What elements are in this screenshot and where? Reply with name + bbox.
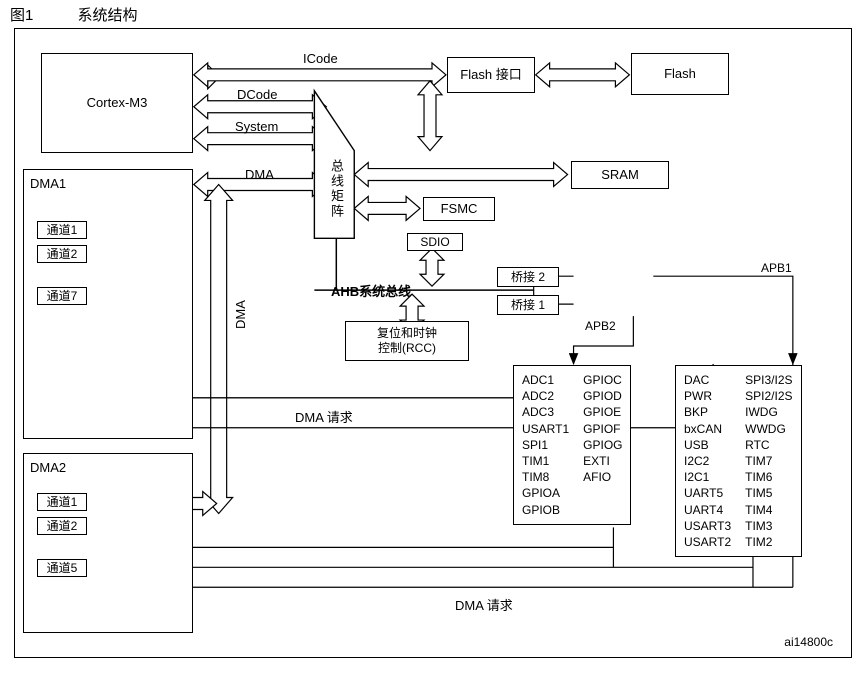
dma1-ch1: 通道1	[37, 221, 87, 239]
apb1-col2: SPI3/I2S SPI2/I2S IWDG WWDG RTC TIM7 TIM…	[745, 372, 792, 550]
label-apb2: APB2	[585, 319, 616, 333]
label-dmareq2: DMA 请求	[455, 595, 513, 614]
dma2-ch5: 通道5	[37, 559, 87, 577]
block-sdio: SDIO	[407, 233, 463, 251]
label-dmareq1: DMA 请求	[295, 407, 353, 426]
apb2-col2: GPIOC GPIOD GPIOE GPIOF GPIOG EXTI AFIO	[583, 372, 622, 518]
block-bridge2: 桥接 2	[497, 267, 559, 287]
label-dma-h: DMA	[245, 167, 274, 182]
apb2-col1: ADC1 ADC2 ADC3 USART1 SPI1 TIM1 TIM8 GPI…	[522, 372, 569, 518]
apb2-peripherals: ADC1 ADC2 ADC3 USART1 SPI1 TIM1 TIM8 GPI…	[513, 365, 631, 525]
label-apb1: APB1	[761, 261, 792, 275]
label-icode: ICode	[303, 51, 338, 66]
label-ahb: AHB系统总线	[331, 281, 411, 300]
dma2-ch2: 通道2	[37, 517, 87, 535]
dma2-label: DMA2	[30, 460, 66, 476]
apb1-peripherals: DAC PWR BKP bxCAN USB I2C2 I2C1 UART5 UA…	[675, 365, 802, 557]
diagram-frame: Cortex-M3 DMA1 通道1 通道2 通道7 DMA2 通道1 通道2 …	[14, 28, 852, 658]
label-system: System	[235, 119, 278, 134]
cortex-label: Cortex-M3	[87, 95, 148, 111]
block-sram: SRAM	[571, 161, 669, 189]
block-fsmc: FSMC	[423, 197, 495, 221]
block-flash: Flash	[631, 53, 729, 95]
figure-number: 图1	[10, 7, 33, 24]
figure-code: ai14800c	[784, 635, 833, 649]
block-cortex-m3: Cortex-M3	[41, 53, 193, 153]
label-dma-v: DMA	[233, 300, 248, 329]
figure-title: 系统结构	[78, 7, 138, 24]
dma1-ch7: 通道7	[37, 287, 87, 305]
apb1-col1: DAC PWR BKP bxCAN USB I2C2 I2C1 UART5 UA…	[684, 372, 731, 550]
dma1-ch2: 通道2	[37, 245, 87, 263]
figure-caption: 图1 系统结构	[10, 4, 138, 25]
block-dma2: DMA2	[23, 453, 193, 633]
block-flash-if: Flash 接口	[447, 57, 535, 93]
label-dcode: DCode	[237, 87, 277, 102]
dma1-label: DMA1	[30, 176, 66, 192]
block-rcc: 复位和时钟 控制(RCC)	[345, 321, 469, 361]
block-bridge1: 桥接 1	[497, 295, 559, 315]
dma2-ch1: 通道1	[37, 493, 87, 511]
busmatrix-label: 总线矩阵	[327, 159, 346, 219]
